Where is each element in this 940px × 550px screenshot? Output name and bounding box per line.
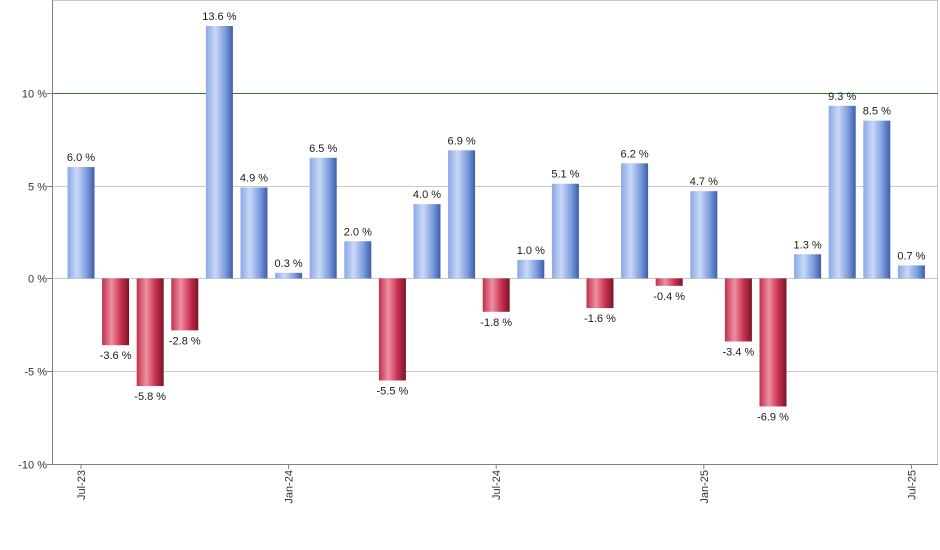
y-tick-label: 10 %: [22, 89, 47, 101]
data-label: 0.3 %: [275, 258, 303, 270]
x-tick-label: Jan-25: [699, 470, 711, 504]
bar: [897, 265, 925, 279]
bar: [275, 272, 303, 279]
data-label: -2.8 %: [169, 335, 201, 347]
bar: [378, 278, 406, 381]
data-label: -0.4 %: [653, 291, 685, 303]
data-label: 8.5 %: [863, 106, 891, 118]
data-label: -3.4 %: [723, 347, 755, 359]
bar: [102, 278, 130, 346]
bar: [828, 105, 856, 279]
bar: [586, 278, 614, 309]
data-label: 1.3 %: [794, 239, 822, 251]
data-label: 1.0 %: [517, 245, 545, 257]
data-label: 4.9 %: [240, 172, 268, 184]
data-label: -5.8 %: [134, 391, 166, 403]
data-label: -5.5 %: [377, 385, 409, 397]
data-label: 0.7 %: [897, 250, 925, 262]
bar: [759, 278, 787, 407]
y-tick-label: 0 %: [28, 274, 47, 286]
data-label: 6.2 %: [621, 148, 649, 160]
data-label: 13.6 %: [202, 11, 236, 23]
bar: [344, 241, 372, 279]
data-label: 6.9 %: [448, 135, 476, 147]
bar: [655, 278, 683, 286]
bar: [621, 163, 649, 279]
data-label: 4.7 %: [690, 176, 718, 188]
x-tick-label: Jan-24: [284, 470, 296, 504]
data-labels: 6.0 % -3.6 % -5.8 % -2.8 % 13.6 % 4.9 % 0.3 % 6…: [67, 11, 926, 423]
data-label: -1.6 %: [584, 313, 616, 325]
y-tick-label: -5 %: [24, 367, 47, 379]
axes: 10 % 5 % 0 % -5 % -10 % Jul-23 Jan-24 Jul-24 Jan…: [18, 0, 938, 504]
bar: [517, 259, 545, 279]
data-label: 6.0 %: [67, 152, 95, 164]
data-label: -6.9 %: [757, 411, 789, 423]
bar: [724, 278, 752, 342]
bar: [794, 254, 822, 279]
bar: [67, 167, 95, 279]
data-label: -1.8 %: [480, 317, 512, 329]
data-label: 4.0 %: [413, 189, 441, 201]
grid-lines: [52, 0, 938, 464]
bar: [136, 278, 164, 387]
bars: [67, 25, 925, 407]
x-tick-label: Jul-24: [491, 470, 503, 500]
data-label: 6.5 %: [309, 143, 337, 155]
bar: [863, 120, 891, 279]
bar: [171, 278, 199, 331]
data-label: 9.3 %: [828, 91, 856, 103]
bar: [205, 25, 233, 279]
data-label: -3.6 %: [100, 350, 132, 362]
bar: [309, 157, 337, 279]
bar: [690, 191, 718, 279]
y-tick-label: -10 %: [18, 460, 47, 472]
data-label: 2.0 %: [344, 226, 372, 238]
bar: [482, 278, 510, 312]
y-tick-label: 5 %: [28, 182, 47, 194]
data-label: 5.1 %: [551, 169, 579, 181]
x-tick-label: Jul-23: [76, 470, 88, 500]
bar: [413, 204, 441, 279]
bar: [448, 150, 476, 279]
bar: [240, 187, 268, 279]
bar: [551, 183, 579, 279]
x-tick-label: Jul-25: [906, 470, 918, 500]
